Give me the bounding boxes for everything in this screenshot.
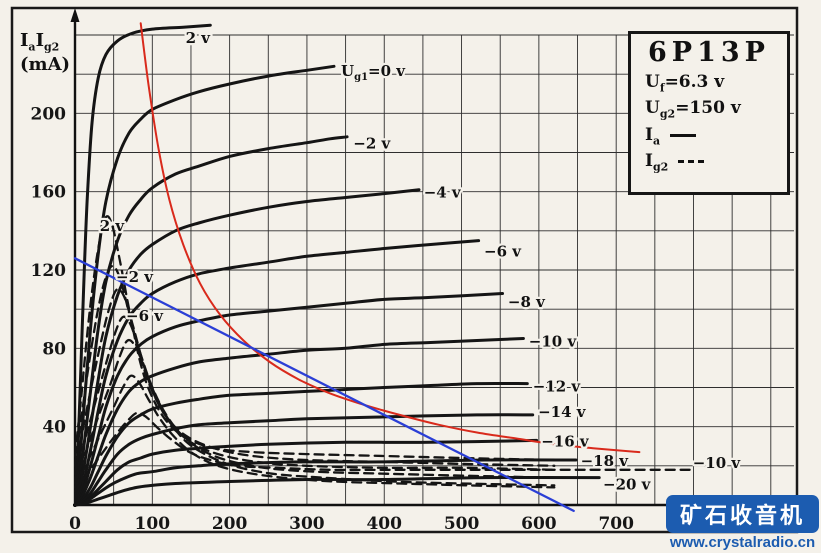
y-tick-label: 200 <box>31 104 67 124</box>
solid-line-legend-sample <box>670 133 697 137</box>
x-tick-label: 700 <box>598 514 634 534</box>
y-tick-label: 160 <box>31 183 67 203</box>
tube-info-box: 6P13P Uf=6.3 v Ug2=150 v Ia Ig2 <box>628 31 790 195</box>
info-row-heater-voltage: Uf=6.3 v <box>645 72 725 95</box>
curve-ig2-minus8v <box>74 374 556 489</box>
curve-ig2-minus4v <box>74 315 556 481</box>
curve-load-line <box>74 257 575 513</box>
x-tick-label: 100 <box>135 514 171 534</box>
curve-label-ia-minus18v: −18 v <box>581 452 630 470</box>
curve-ia-minus16v <box>74 438 539 507</box>
curve-label-ig2-plus2v: 2 v <box>100 217 126 235</box>
curve-label-ia-minus4v: −4 v <box>424 184 462 202</box>
curve-ia-minus12v <box>74 381 529 507</box>
grid-lines <box>75 34 794 505</box>
curve-label-ig2-minus2v: −2 v <box>116 268 154 286</box>
y-axis-title: IaIg2 (mA) <box>20 30 70 75</box>
x-tick-label: 200 <box>212 514 248 534</box>
x-tick-label: 500 <box>444 514 480 534</box>
curve-label-ia-plus2v: 2 v <box>186 29 212 47</box>
info-row-screen-current-legend: Ig2 <box>645 151 787 174</box>
curve-label-ia-minus20v: −20 v <box>603 475 652 493</box>
y-axis-title-unit: (mA) <box>20 53 71 75</box>
x-tick-label: 600 <box>521 514 557 534</box>
curve-label-ig2-minus10v: −10 v <box>693 454 742 472</box>
curve-label-ia-minus14v: −14 v <box>538 403 587 421</box>
curve-label-ia-minus6v: −6 v <box>484 242 522 260</box>
curve-label-ia-minus16v: −16 v <box>541 432 590 450</box>
watermark: 矿石收音机 www.crystalradio.cn <box>665 495 819 551</box>
curve-ia-minus2v <box>74 135 349 507</box>
curve-pa-limit <box>139 22 641 454</box>
y-axis-arrow <box>70 8 80 22</box>
x-tick-label: 300 <box>289 514 325 534</box>
curve-label-ia-minus8v: −8 v <box>508 293 546 311</box>
x-tick-label: 0 <box>69 514 81 534</box>
curve-label-ia-minus12v: −12 v <box>533 377 582 395</box>
y-tick-label: 120 <box>31 261 67 281</box>
x-tick-label: 400 <box>366 514 402 534</box>
curves <box>74 22 691 513</box>
curve-ia-minus4v <box>74 188 421 507</box>
curve-ia-plus2v <box>74 23 212 507</box>
curve-ia-minus14v <box>74 413 535 507</box>
curve-label-ig2-minus6v: −6 v <box>126 307 164 325</box>
outer-border <box>10 6 799 534</box>
curve-labels: 2 v Ug1=0 v −2 v −4 v −6 v −8 v −10 v −12 v −14 … <box>97 27 743 496</box>
info-row-screen-voltage: Ug2=150 v <box>645 98 741 121</box>
curve-label-ia-minus10v: −10 v <box>529 332 578 350</box>
curve-label-ia-minus2v: −2 v <box>353 135 391 153</box>
curve-ia-minus20v <box>74 475 601 507</box>
tube-model: 6P13P <box>648 37 770 68</box>
y-tick-label: 40 <box>42 418 66 438</box>
curve-ig2-plus2v <box>74 215 556 462</box>
y-axis-title-symbols: IaIg2 <box>20 30 60 54</box>
y-tick-label: 80 <box>42 339 66 359</box>
curve-ia-minus6v <box>74 239 481 507</box>
curve-ia-minus10v <box>74 337 525 507</box>
info-row-plate-current-legend: Ia <box>645 125 787 147</box>
watermark-badge: 矿石收音机 <box>665 495 819 533</box>
curve-ig2-minus10v <box>74 411 691 493</box>
curve-label-ia-0v: Ug1=0 v <box>341 62 406 83</box>
curve-ig2-minus6v <box>74 338 556 487</box>
watermark-url: www.crystalradio.cn <box>669 534 816 551</box>
dashed-line-legend-sample <box>678 160 705 164</box>
tick-labels: 0 100 200 300 400 500 600 700 40 80 120 160 200 <box>31 104 635 534</box>
